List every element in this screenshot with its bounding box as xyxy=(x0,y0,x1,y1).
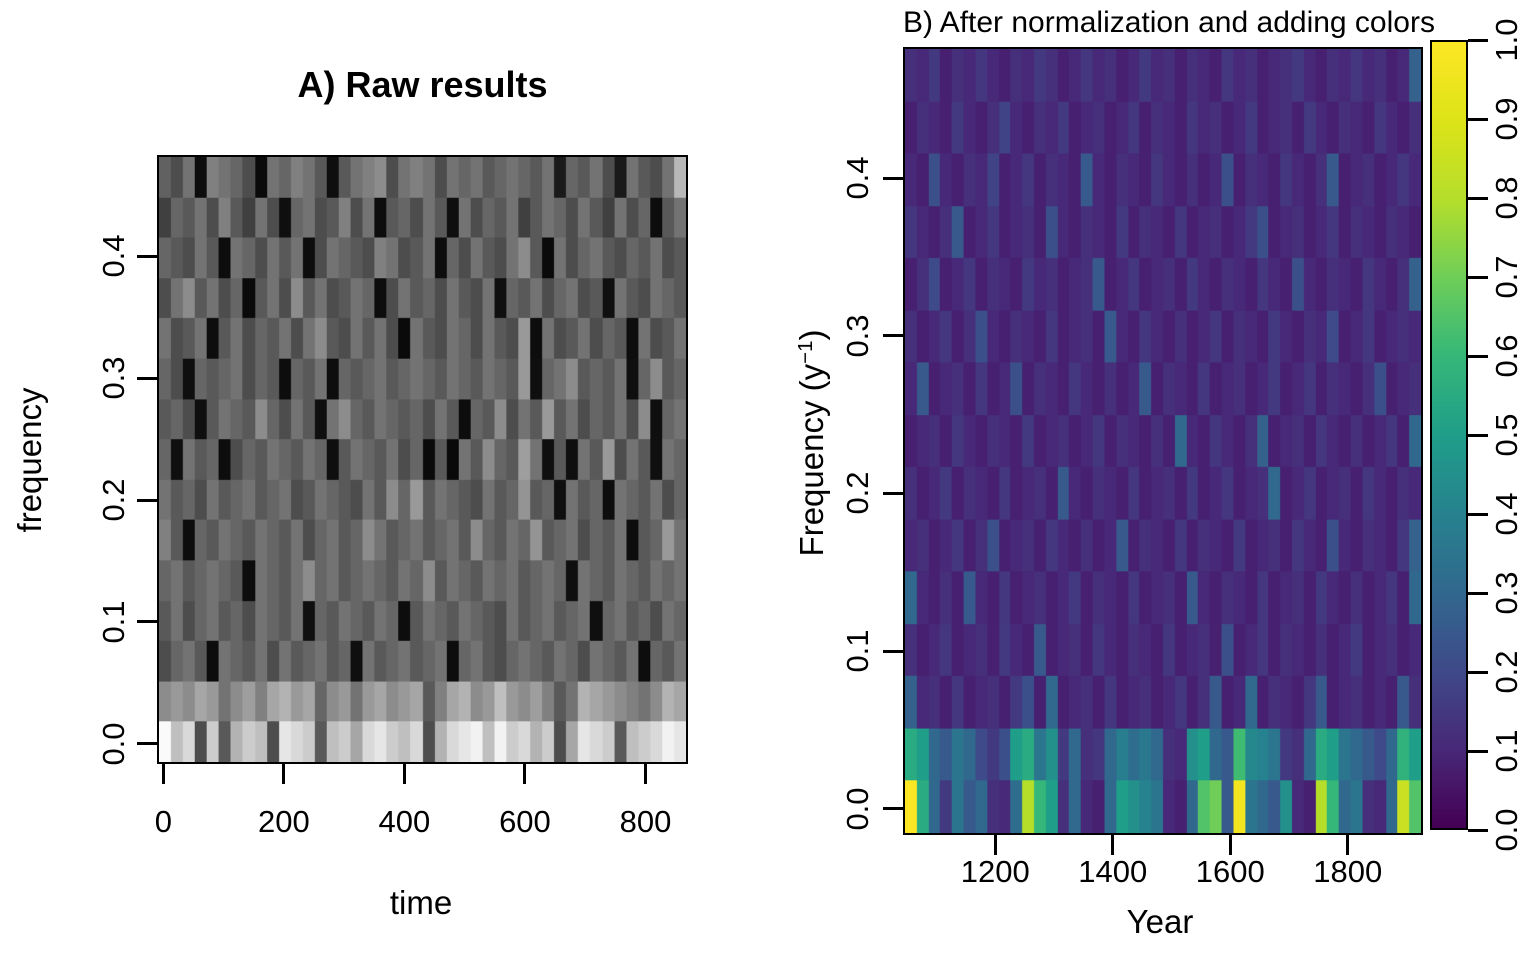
colorbar-tick-label: 0.3 xyxy=(1489,571,1524,615)
panel-b-ylabel-text: Frequency (y xyxy=(793,363,830,557)
y-tick-mark xyxy=(137,254,157,258)
y-tick-label: 0.3 xyxy=(96,356,131,400)
y-tick-mark xyxy=(883,491,903,495)
colorbar-tick-label: 0.5 xyxy=(1489,413,1524,457)
x-tick-mark xyxy=(1346,835,1350,855)
colorbar-tick-mark xyxy=(1468,512,1488,516)
panel-a-ylabel: frequency xyxy=(11,387,48,533)
y-tick-label: 0.0 xyxy=(840,787,875,831)
y-tick-mark xyxy=(883,649,903,653)
colorbar-tick-mark xyxy=(1468,275,1488,279)
x-tick-label: 1600 xyxy=(1195,854,1265,889)
colorbar-tick-mark xyxy=(1468,749,1488,753)
x-tick-mark xyxy=(643,764,647,784)
colorbar-tick-label: 0.0 xyxy=(1489,808,1524,852)
panel-b-ylabel: Frequency (y−1) xyxy=(793,330,831,557)
y-tick-label: 0.2 xyxy=(96,478,131,522)
colorbar xyxy=(1430,40,1468,830)
panel-b-xlabel: Year xyxy=(1126,903,1194,940)
colorbar-tick-mark xyxy=(1468,117,1488,121)
colorbar-tick-label: 0.2 xyxy=(1489,650,1524,694)
colorbar-tick-mark xyxy=(1468,670,1488,674)
colorbar-tick-mark xyxy=(1468,828,1488,832)
y-tick-label: 0.4 xyxy=(840,156,875,200)
panel-a-heatmap xyxy=(159,157,686,762)
panel-a-plot-area xyxy=(157,155,688,764)
y-tick-mark xyxy=(137,498,157,502)
colorbar-tick-label: 0.7 xyxy=(1489,255,1524,299)
panel-b-plot-area xyxy=(903,47,1423,835)
colorbar-tick-mark xyxy=(1468,433,1488,437)
y-tick-label: 0.1 xyxy=(840,629,875,673)
colorbar-tick-label: 0.1 xyxy=(1489,729,1524,773)
y-tick-label: 0.1 xyxy=(96,600,131,644)
x-tick-label: 1800 xyxy=(1313,854,1383,889)
colorbar-tick-mark xyxy=(1468,196,1488,200)
y-tick-label: 0.0 xyxy=(96,722,131,766)
panel-b-title: B) After normalization and adding colors xyxy=(903,6,1435,39)
x-tick-mark xyxy=(1111,835,1115,855)
x-tick-label: 0 xyxy=(154,804,172,839)
y-tick-label: 0.4 xyxy=(96,234,131,279)
y-tick-mark xyxy=(883,334,903,338)
colorbar-tick-label: 0.8 xyxy=(1489,176,1524,220)
y-tick-label: 0.3 xyxy=(840,314,875,358)
panel-b-ylabel-superscript: −1 xyxy=(793,340,817,364)
x-tick-mark xyxy=(1228,835,1232,855)
y-tick-label: 0.2 xyxy=(840,471,875,516)
colorbar-tick-label: 0.4 xyxy=(1489,492,1524,536)
x-tick-mark xyxy=(282,764,286,784)
x-tick-label: 400 xyxy=(378,804,431,839)
colorbar-tick-mark xyxy=(1468,591,1488,595)
x-tick-mark xyxy=(161,764,165,784)
y-tick-mark xyxy=(137,376,157,380)
x-tick-mark xyxy=(523,764,527,784)
colorbar-tick-mark xyxy=(1468,38,1488,42)
x-tick-label: 1200 xyxy=(960,854,1030,889)
y-tick-mark xyxy=(883,176,903,180)
x-tick-label: 1400 xyxy=(1078,854,1148,889)
y-tick-mark xyxy=(883,807,903,811)
colorbar-tick-label: 0.9 xyxy=(1489,97,1524,141)
colorbar-tick-label: 0.6 xyxy=(1489,334,1524,378)
panel-b-ylabel-close: ) xyxy=(793,329,830,341)
colorbar-gradient xyxy=(1432,42,1466,828)
x-tick-mark xyxy=(402,764,406,784)
colorbar-tick-mark xyxy=(1468,354,1488,358)
y-tick-mark xyxy=(137,620,157,624)
x-tick-label: 600 xyxy=(499,804,551,839)
x-tick-label: 800 xyxy=(619,804,672,839)
colorbar-tick-label: 1.0 xyxy=(1489,18,1524,62)
x-tick-mark xyxy=(993,835,997,855)
panel-b-heatmap xyxy=(905,49,1421,833)
panel-a-xlabel: time xyxy=(389,884,453,921)
x-tick-label: 200 xyxy=(258,804,310,839)
panel-a-title: A) Raw results xyxy=(297,64,548,105)
y-tick-mark xyxy=(137,742,157,746)
